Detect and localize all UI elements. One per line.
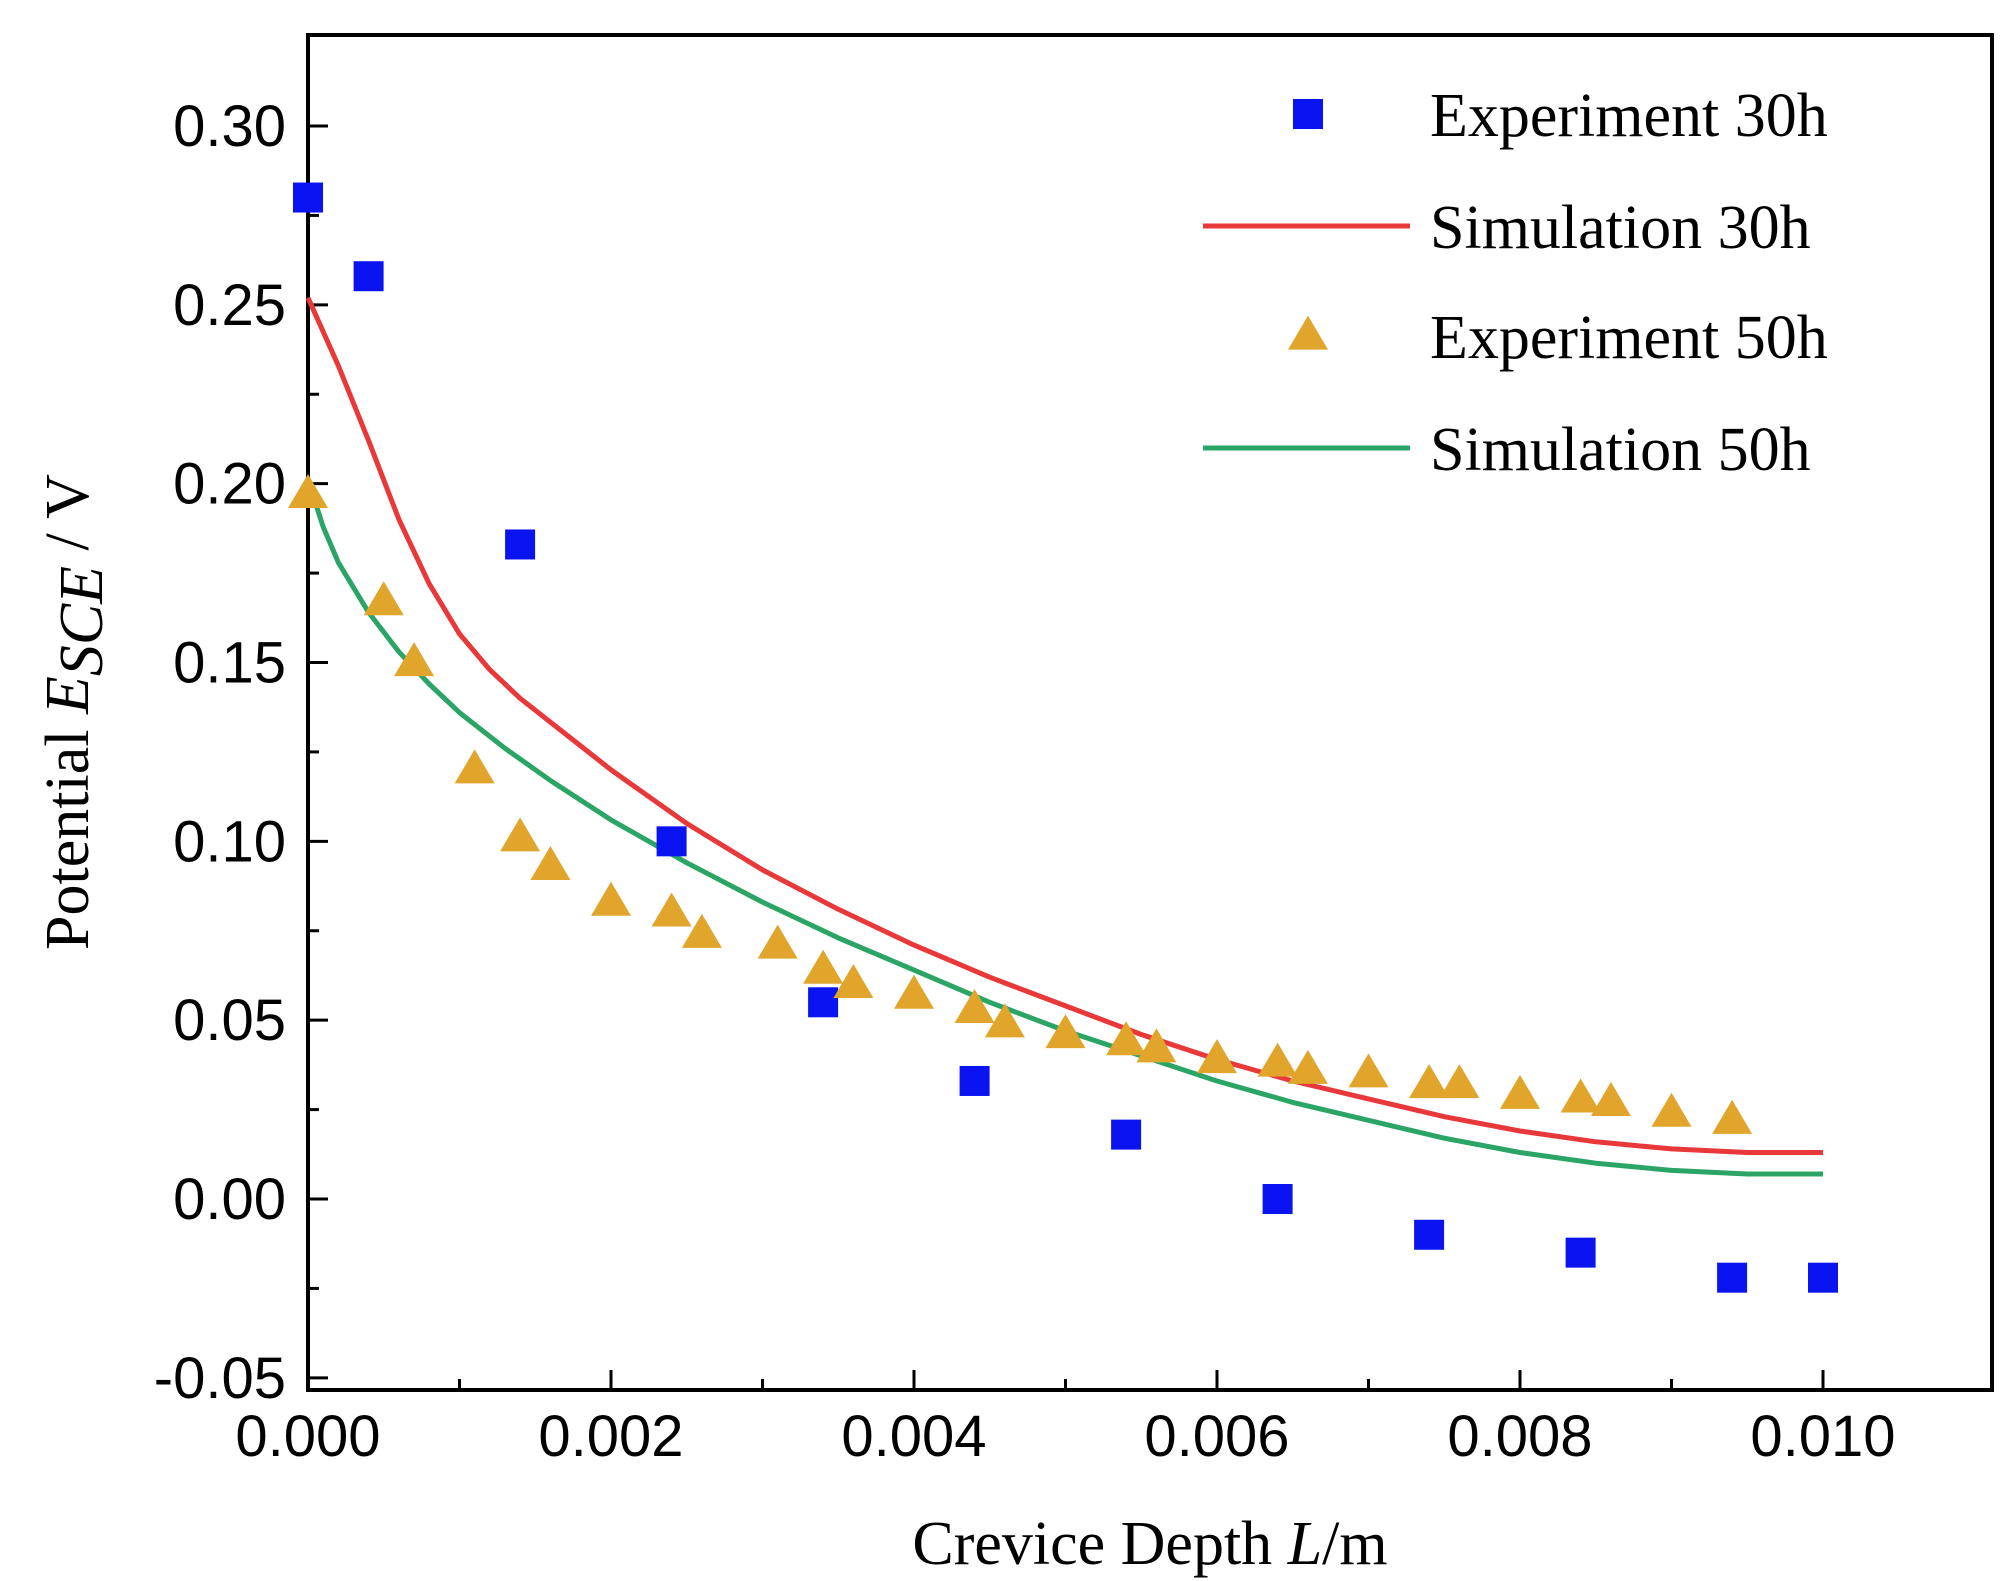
y-tick-label: 0.30	[173, 94, 286, 159]
legend-label: Simulation 30h	[1430, 194, 1811, 262]
legend-marker-swatch	[1288, 315, 1328, 350]
data-point-triangle	[288, 473, 328, 508]
x-axis-label-var: L	[1287, 1510, 1322, 1578]
x-tick-label: 0.004	[841, 1404, 986, 1469]
y-axis-label: Potential ESCE / V	[34, 474, 116, 950]
data-point-triangle	[530, 845, 571, 880]
data-point-square	[808, 987, 839, 1018]
data-point-triangle	[454, 749, 495, 784]
data-point-triangle	[1197, 1039, 1237, 1074]
legend: Experiment 30h Simulation 30h Experiment 5…	[1203, 82, 1828, 484]
y-axis-label-prefix: Potential	[34, 714, 102, 950]
data-point-triangle	[1500, 1074, 1540, 1109]
data-point-square	[1414, 1219, 1445, 1250]
data-point-square	[505, 529, 536, 560]
data-point-triangle	[363, 581, 404, 616]
y-tick-label: 0.25	[173, 273, 286, 338]
data-point-square	[1565, 1237, 1596, 1268]
data-point-square	[959, 1065, 990, 1096]
y-tick-label: 0.05	[173, 988, 286, 1053]
data-point-square	[1111, 1119, 1142, 1150]
legend-marker-swatch	[1293, 99, 1323, 129]
x-axis-label-suffix: /m	[1322, 1510, 1387, 1578]
data-point-square	[1717, 1262, 1748, 1293]
data-point-triangle	[500, 817, 541, 852]
data-point-triangle	[394, 642, 435, 677]
series-layer	[288, 182, 1838, 1293]
x-tick-label: 0.002	[538, 1404, 683, 1469]
data-point-square	[293, 182, 323, 213]
data-point-triangle	[1712, 1099, 1753, 1134]
data-point-triangle	[1590, 1082, 1631, 1117]
data-point-square	[1808, 1262, 1838, 1293]
data-point-triangle	[833, 964, 874, 998]
data-point-triangle	[681, 913, 722, 948]
series-line	[305, 296, 1823, 1155]
data-point-triangle	[757, 924, 798, 959]
data-point-triangle	[1560, 1078, 1601, 1113]
legend-label: Experiment 30h	[1430, 82, 1828, 150]
x-tick-label: 0.006	[1144, 1404, 1289, 1469]
data-point-triangle	[1409, 1064, 1450, 1099]
data-point-square	[656, 826, 687, 857]
x-tick-label: 0.010	[1750, 1404, 1895, 1469]
y-tick-label: 0.10	[173, 809, 286, 874]
data-point-square	[1262, 1184, 1293, 1214]
y-axis-label-suffix: / V	[34, 474, 102, 566]
data-point-triangle	[984, 1003, 1025, 1038]
data-point-triangle	[1651, 1092, 1692, 1127]
data-point-triangle	[591, 881, 631, 916]
series-line	[305, 479, 1823, 1177]
y-tick-label: -0.05	[154, 1346, 286, 1411]
data-point-triangle	[1348, 1053, 1389, 1088]
data-point-triangle	[1257, 1042, 1298, 1077]
data-point-triangle	[803, 949, 844, 984]
data-point-triangle	[1287, 1049, 1328, 1084]
data-point-triangle	[1439, 1064, 1480, 1099]
data-point-triangle	[1136, 1028, 1177, 1063]
data-point-square	[353, 261, 384, 292]
data-point-triangle	[1045, 1014, 1086, 1049]
y-axis-label-sub: SCE	[48, 566, 116, 676]
x-tick-label: 0.000	[235, 1404, 380, 1469]
data-point-triangle	[1106, 1021, 1147, 1056]
legend-label: Simulation 50h	[1430, 416, 1811, 484]
x-axis-label: Crevice Depth L/m	[912, 1510, 1387, 1578]
x-tick-label: 0.008	[1447, 1404, 1592, 1469]
plot-frame	[306, 33, 1994, 1392]
legend-label: Experiment 50h	[1430, 304, 1828, 372]
y-tick-label: 0.15	[173, 631, 286, 696]
x-axis-label-prefix: Crevice Depth	[912, 1510, 1287, 1578]
data-point-triangle	[894, 974, 934, 1009]
data-point-triangle	[651, 892, 692, 927]
y-axis-ticks: -0.05 0.00 0.05 0.10 0.15 0.20 0.25 0.30	[154, 94, 328, 1411]
data-point-triangle	[954, 989, 995, 1024]
x-axis-ticks: 0.000 0.002 0.004 0.006 0.008 0.010	[235, 1370, 1896, 1469]
y-axis-label-var: E	[34, 676, 102, 715]
y-tick-label: 0.20	[173, 452, 286, 517]
y-tick-label: 0.00	[173, 1167, 286, 1232]
